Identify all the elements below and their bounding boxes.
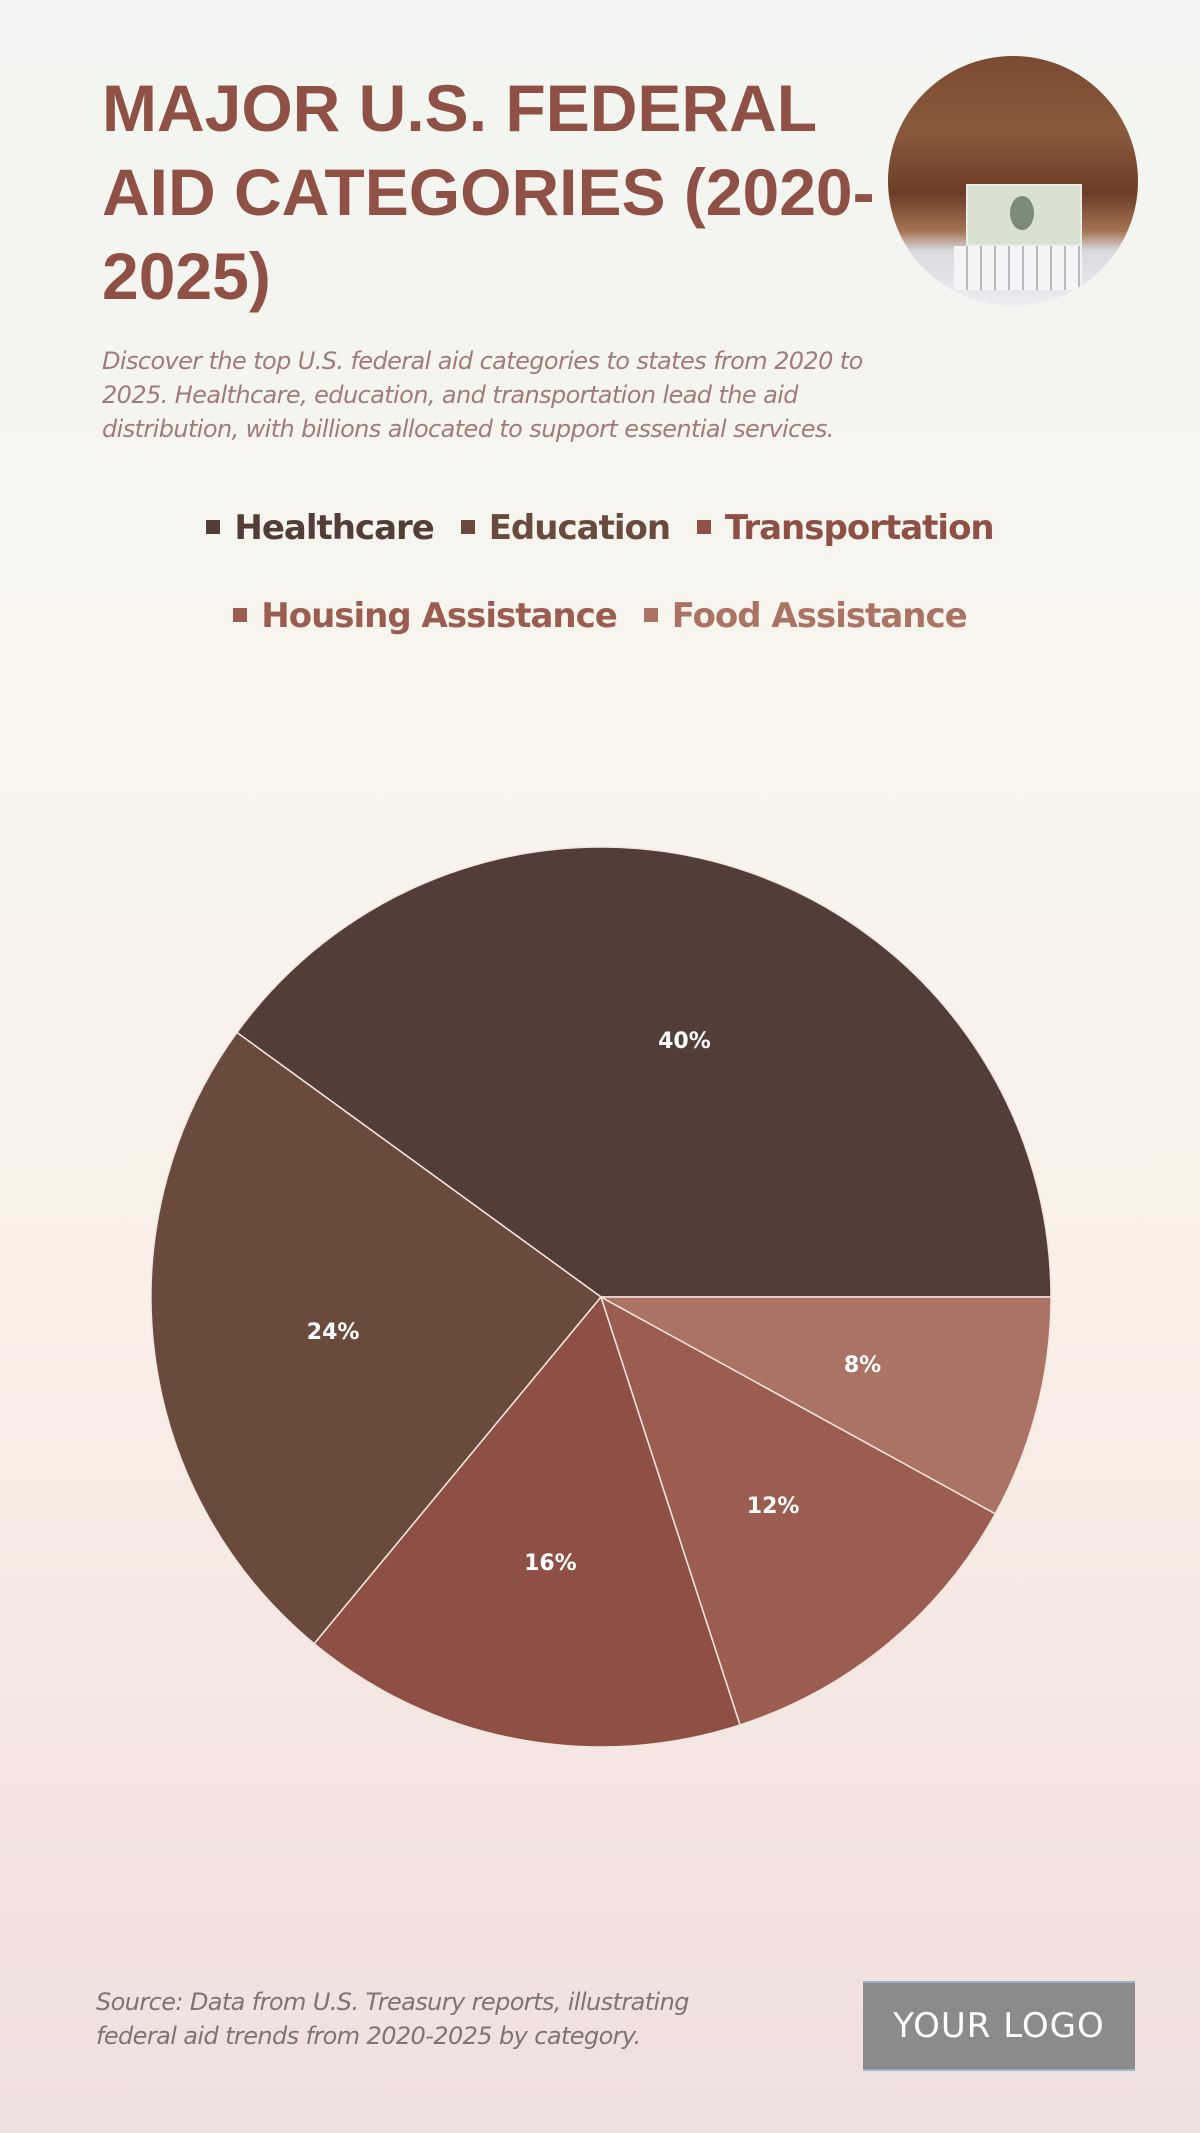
source-note: Source: Data from U.S. Treasury reports,…	[96, 1988, 689, 2050]
legend-label: Education	[488, 508, 671, 548]
legend-label: Food Assistance	[671, 596, 968, 636]
data-label: 24%	[307, 1320, 360, 1345]
data-label: 16%	[524, 1551, 577, 1576]
data-label: 12%	[747, 1494, 800, 1519]
pie-slice-healthcare	[235, 846, 1052, 1298]
legend-swatch	[643, 607, 658, 622]
data-label: 40%	[658, 1029, 711, 1054]
pie-slice-food-assistance	[600, 1296, 1052, 1515]
legend-label: Transportation	[724, 508, 995, 548]
legend-item-transportation: Transportation	[696, 508, 995, 548]
page-title: MAJOR U.S. FEDERAL AID CATEGORIES (2020-…	[102, 71, 875, 313]
legend-row-2: Housing Assistance Food Assistance	[0, 596, 1200, 636]
legend-item-housing: Housing Assistance	[233, 596, 618, 636]
calculator-image	[954, 246, 1082, 290]
data-label: 8%	[844, 1353, 881, 1378]
logo-placeholder: YOUR LOGO	[863, 1981, 1135, 2071]
legend-item-healthcare: Healthcare	[206, 508, 435, 548]
legend-item-education: Education	[460, 508, 671, 548]
legend-item-food: Food Assistance	[643, 596, 968, 636]
legend-swatch	[233, 607, 248, 622]
money-calculator-photo	[888, 56, 1138, 306]
legend-label: Healthcare	[234, 508, 434, 548]
page-subtitle: Discover the top U.S. federal aid catego…	[102, 347, 863, 443]
legend-swatch	[460, 519, 475, 534]
legend-row-1: Healthcare Education Transportation	[0, 508, 1200, 548]
pie-slice-education	[150, 1031, 603, 1645]
legend-swatch	[696, 519, 711, 534]
legend-label: Housing Assistance	[261, 596, 618, 636]
dollar-bill-image	[966, 184, 1082, 246]
legend-swatch	[206, 519, 221, 534]
pie-chart: 40% 24% 16% 12% 8%	[150, 846, 1052, 1748]
pie-slice-housing-assistance	[599, 1295, 997, 1726]
pie-slice-transportation	[313, 1295, 742, 1748]
